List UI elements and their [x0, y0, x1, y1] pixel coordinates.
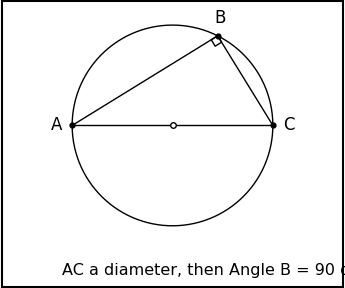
Text: A: A: [51, 116, 62, 134]
Text: B: B: [214, 9, 225, 27]
Text: AC a diameter, then Angle B = 90 degrees: AC a diameter, then Angle B = 90 degrees: [62, 264, 345, 278]
Text: C: C: [283, 116, 294, 134]
